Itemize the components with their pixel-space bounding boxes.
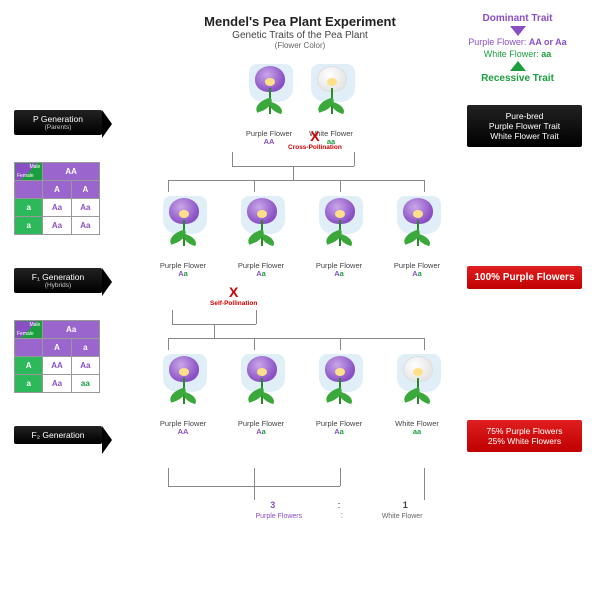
f1-generation-label: F₁ Generation (Hybrids) (14, 268, 102, 293)
connector-line (340, 468, 341, 486)
f1-generation-row: Purple FlowerAa Purple FlowerAa Purple F… (130, 192, 470, 279)
connector-line (168, 338, 424, 339)
connector-line (172, 310, 173, 324)
connector-line (424, 338, 425, 350)
phenotype-ratio: 3 : 1 Purple Flowers : White Flower (200, 500, 460, 520)
connector-line (424, 180, 425, 192)
connector-line (168, 468, 169, 486)
arrow-down-icon (510, 26, 526, 36)
dominant-trait-label: Dominant Trait (455, 12, 580, 25)
f1-flower-3: Purple FlowerAa (311, 192, 367, 279)
f1-flower-2: Purple FlowerAa (233, 192, 289, 279)
legend-white-line: White Flower: aa (455, 49, 580, 61)
p-generation-label: P Generation (Parents) (14, 110, 102, 135)
connector-line (254, 486, 255, 500)
legend-purple-line: Purple Flower: AA or Aa (455, 37, 580, 49)
f2-flower-4: White Floweraa (389, 350, 445, 437)
connector-line (168, 180, 169, 192)
f2-flower-2: Purple FlowerAa (233, 350, 289, 437)
self-pollination-x: XSelf-Pollination (210, 284, 257, 307)
cross-pollination-x: XCross-Pollination (288, 128, 342, 151)
f2-flower-1: Purple FlowerAA (155, 350, 211, 437)
connector-line (168, 180, 424, 181)
f2-flower-3: Purple FlowerAa (311, 350, 367, 437)
connector-line (340, 180, 341, 192)
connector-line (254, 468, 255, 486)
f1-info-box: 100% Purple Flowers (467, 266, 582, 289)
connector-line (168, 338, 169, 350)
punnett-square-f1: MaleFemaleAa Aa AAAAa aAaaa (14, 320, 100, 393)
f1-flower-4: Purple FlowerAa (389, 192, 445, 279)
connector-line (293, 166, 294, 180)
connector-line (354, 152, 355, 166)
connector-line (254, 180, 255, 192)
connector-line (214, 324, 215, 338)
connector-line (254, 338, 255, 350)
f2-info-box: 75% Purple Flowers 25% White Flowers (467, 420, 582, 452)
recessive-trait-label: Recessive Trait (455, 72, 580, 85)
trait-legend: Dominant Trait Purple Flower: AA or Aa W… (455, 12, 580, 85)
connector-line (232, 152, 233, 166)
arrow-up-icon (510, 61, 526, 71)
connector-line (424, 468, 425, 500)
punnett-square-p: MaleFemaleAA AA aAaAa aAaAa (14, 162, 100, 235)
p-info-box: Pure-bred Purple Flower Trait White Flow… (467, 105, 582, 147)
f2-generation-row: Purple FlowerAA Purple FlowerAa Purple F… (130, 350, 470, 437)
connector-line (340, 338, 341, 350)
connector-line (256, 310, 257, 324)
f1-flower-1: Purple FlowerAa (155, 192, 211, 279)
f2-generation-label: F₂ Generation (14, 426, 102, 444)
